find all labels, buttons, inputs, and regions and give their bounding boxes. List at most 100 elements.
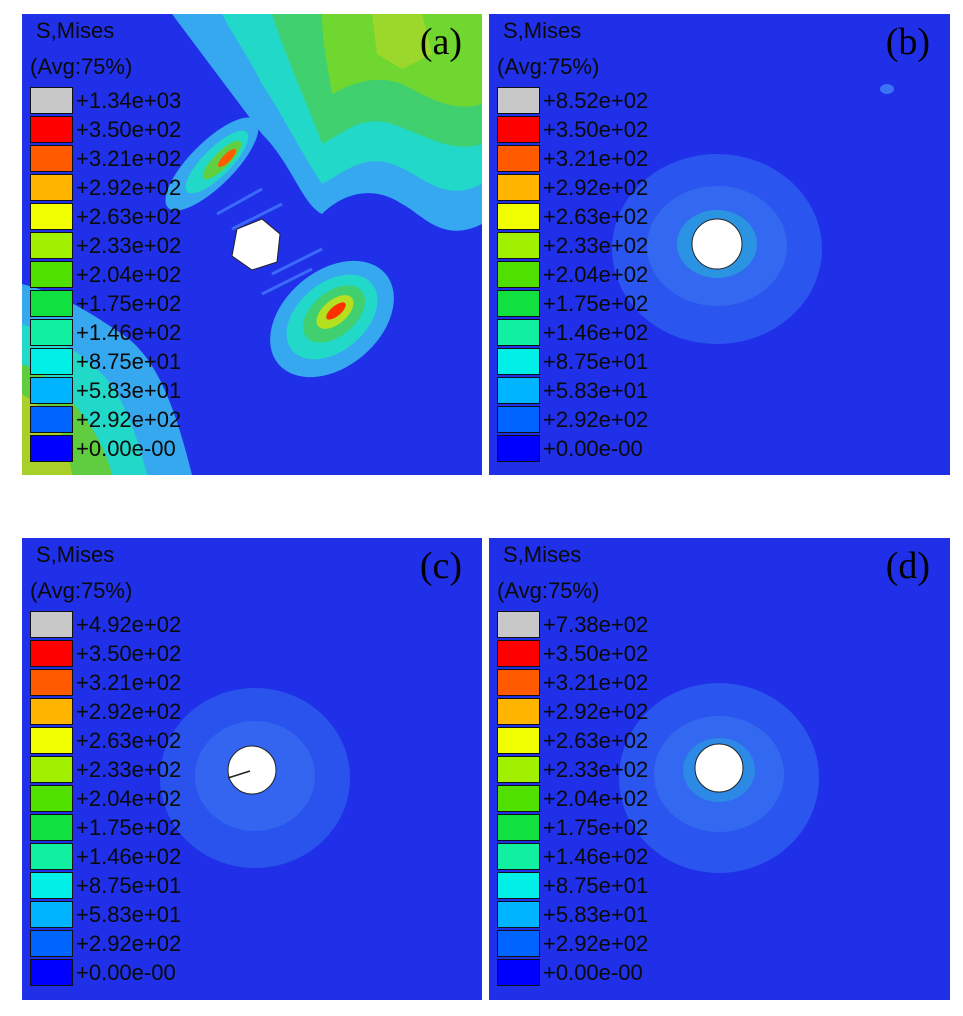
legend-value: +8.75e+01 (543, 349, 649, 374)
legend-row: +1.75e+02 (497, 813, 687, 842)
legend-row: +2.63e+02 (30, 202, 220, 231)
legend-swatch (497, 901, 540, 928)
legend-value: +2.63e+02 (543, 728, 649, 753)
legend-value: +2.92e+02 (543, 931, 649, 956)
legend-row: +8.52e+02 (497, 86, 687, 115)
legend-value: +7.38e+02 (543, 612, 649, 637)
legend-title: S,Mises (503, 542, 582, 567)
legend-value: +2.04e+02 (543, 786, 649, 811)
legend-swatch (30, 261, 73, 288)
legend-row: +1.34e+03 (30, 86, 220, 115)
legend-swatch (497, 785, 540, 812)
legend-swatch (497, 843, 540, 870)
legend-value: +1.34e+03 (76, 88, 182, 113)
legend-swatch (497, 669, 540, 696)
legend-value: +4.92e+02 (76, 612, 182, 637)
legend-row: +8.75e+01 (30, 347, 220, 376)
legend-row: +2.92e+02 (497, 929, 687, 958)
legend-row: +1.75e+02 (497, 289, 687, 318)
legend-swatch (30, 698, 73, 725)
color-legend: +8.52e+02 +3.50e+02 +3.21e+02 +2.92e+02 +2.6… (497, 86, 687, 463)
legend-value: +1.75e+02 (543, 815, 649, 840)
legend-swatch (497, 174, 540, 201)
legend-value: +3.50e+02 (543, 641, 649, 666)
legend-swatch (497, 872, 540, 899)
legend-row: +1.75e+02 (30, 289, 220, 318)
legend-row: +3.21e+02 (497, 144, 687, 173)
legend-swatch (497, 611, 540, 638)
stress-contour-plot-c (22, 538, 482, 1000)
legend-row: +2.92e+02 (497, 173, 687, 202)
legend-value: +2.92e+02 (543, 175, 649, 200)
legend-swatch (30, 116, 73, 143)
legend-swatch (30, 377, 73, 404)
legend-row: +8.75e+01 (30, 871, 220, 900)
legend-swatch (30, 843, 73, 870)
legend-swatch (497, 348, 540, 375)
legend-value: +2.04e+02 (76, 262, 182, 287)
legend-row: +2.92e+02 (30, 697, 220, 726)
legend-swatch (30, 930, 73, 957)
legend-subtitle: (Avg:75%) (497, 578, 600, 603)
legend-swatch (30, 174, 73, 201)
legend-swatch (30, 959, 73, 986)
legend-subtitle: (Avg:75%) (30, 578, 133, 603)
legend-swatch (497, 930, 540, 957)
legend-swatch (497, 698, 540, 725)
legend-swatch (497, 290, 540, 317)
legend-value: +2.63e+02 (76, 728, 182, 753)
legend-row: +0.00e-00 (497, 434, 687, 463)
legend-row: +2.92e+02 (497, 697, 687, 726)
legend-value: +0.00e-00 (76, 960, 176, 985)
legend-value: +2.33e+02 (76, 757, 182, 782)
legend-swatch (30, 87, 73, 114)
legend-row: +2.04e+02 (30, 260, 220, 289)
legend-row: +3.21e+02 (30, 144, 220, 173)
legend-value: +2.33e+02 (543, 233, 649, 258)
legend-swatch (30, 611, 73, 638)
legend-row: +5.83e+01 (30, 900, 220, 929)
legend-row: +2.92e+02 (30, 929, 220, 958)
legend-value: +1.46e+02 (543, 844, 649, 869)
legend-swatch (497, 145, 540, 172)
legend-value: +2.04e+02 (76, 786, 182, 811)
legend-row: +2.33e+02 (30, 755, 220, 784)
legend-row: +2.33e+02 (30, 231, 220, 260)
legend-row: +2.33e+02 (497, 231, 687, 260)
legend-value: +1.46e+02 (76, 320, 182, 345)
legend-row: +2.04e+02 (497, 260, 687, 289)
legend-row: +0.00e-00 (30, 958, 220, 987)
legend-row: +3.50e+02 (497, 115, 687, 144)
legend-title: S,Mises (36, 18, 115, 43)
legend-row: +4.92e+02 (30, 610, 220, 639)
legend-value: +0.00e-00 (76, 436, 176, 461)
legend-value: +1.46e+02 (76, 844, 182, 869)
legend-value: +3.21e+02 (543, 146, 649, 171)
legend-value: +3.21e+02 (76, 670, 182, 695)
legend-swatch (497, 319, 540, 346)
legend-value: +3.50e+02 (543, 117, 649, 142)
legend-value: +2.63e+02 (543, 204, 649, 229)
legend-row: +3.50e+02 (30, 639, 220, 668)
legend-swatch (30, 727, 73, 754)
contour-panel-b: S,Mises (Avg:75%) (b) +8.52e+02 +3.50e+02… (489, 14, 950, 475)
legend-row: +8.75e+01 (497, 871, 687, 900)
legend-swatch (497, 377, 540, 404)
legend-row: +2.04e+02 (30, 784, 220, 813)
legend-value: +1.75e+02 (76, 291, 182, 316)
legend-row: +2.04e+02 (497, 784, 687, 813)
legend-swatch (30, 901, 73, 928)
legend-value: +0.00e-00 (543, 436, 643, 461)
legend-value: +8.75e+01 (543, 873, 649, 898)
legend-value: +0.00e-00 (543, 960, 643, 985)
legend-swatch (30, 785, 73, 812)
legend-row: +2.63e+02 (497, 202, 687, 231)
panel-label: (a) (419, 21, 462, 63)
legend-swatch (30, 406, 73, 433)
legend-value: +8.75e+01 (76, 349, 182, 374)
legend-row: +1.75e+02 (30, 813, 220, 842)
legend-value: +1.46e+02 (543, 320, 649, 345)
color-legend: +1.34e+03 +3.50e+02 +3.21e+02 +2.92e+02 +2.6… (30, 86, 220, 463)
legend-value: +5.83e+01 (76, 378, 182, 403)
stress-contour-plot-d (489, 538, 950, 1000)
